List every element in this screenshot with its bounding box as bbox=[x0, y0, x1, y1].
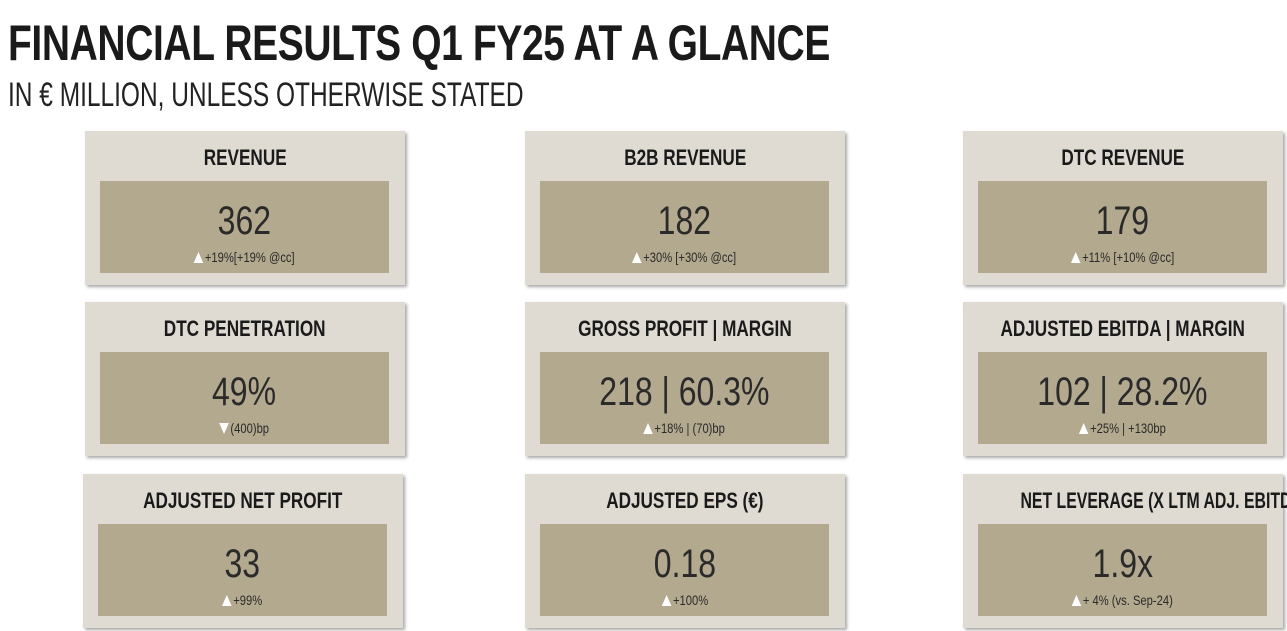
value-box: 102 | 28.2% +25% | +130bp bbox=[978, 352, 1267, 444]
value-box: 0.18 +100% bbox=[540, 524, 829, 616]
kpi-change: +30% [+30% @cc] bbox=[643, 249, 737, 265]
kpi-value: 1.9x bbox=[1092, 542, 1153, 586]
card-title: ADJUSTED EBITDA | MARGIN bbox=[1000, 316, 1246, 341]
kpi-value: 182 bbox=[657, 199, 712, 243]
up-arrow bbox=[193, 252, 204, 263]
card-title: ADJUSTED NET PROFIT bbox=[143, 488, 343, 513]
kpi-change: +100% bbox=[672, 592, 708, 608]
card-title: B2B REVENUE bbox=[623, 145, 747, 170]
title-text: NET LEVERAGE (X LTM ADJ. EBITDA bbox=[1020, 488, 1287, 513]
card-title: DTC PENETRATION bbox=[164, 316, 326, 341]
kpi-value: 0.18 bbox=[653, 542, 716, 586]
value-box: 218 | 60.3% +18% | (70)bp bbox=[540, 352, 829, 444]
kpi-value: 179 bbox=[1095, 199, 1150, 243]
up-arrow bbox=[632, 252, 643, 263]
kpi-card: DTC REVENUE 179 +11% [+10% @cc] bbox=[963, 131, 1283, 285]
kpi-change: +18% | (70)bp bbox=[654, 420, 726, 436]
up-arrow bbox=[1071, 595, 1082, 606]
up-arrow bbox=[661, 595, 671, 606]
up-arrow bbox=[1079, 423, 1089, 434]
kpi-card: REVENUE 362 +19%[+19% @cc] bbox=[85, 131, 405, 285]
up-arrow bbox=[643, 423, 654, 434]
up-arrow bbox=[222, 595, 233, 606]
kpi-change: + 4% (vs. Sep-24) bbox=[1083, 592, 1174, 608]
card-title: REVENUE bbox=[203, 145, 287, 170]
kpi-card: GROSS PROFIT | MARGIN 218 | 60.3% +18% |… bbox=[525, 302, 845, 456]
value-box: 49% (400)bp bbox=[100, 352, 389, 444]
down-arrow bbox=[219, 423, 230, 434]
up-arrow bbox=[1070, 252, 1081, 263]
kpi-value: 33 bbox=[224, 542, 261, 586]
kpi-change: +99% bbox=[233, 592, 263, 608]
value-box: 1.9x + 4% (vs. Sep-24) bbox=[978, 524, 1267, 616]
card-title: ADJUSTED EPS (€) bbox=[606, 488, 764, 513]
kpi-value: 102 | 28.2% bbox=[1037, 370, 1208, 414]
kpi-card: DTC PENETRATION 49% (400)bp bbox=[85, 302, 405, 456]
kpi-card: ADJUSTED EBITDA | MARGIN 102 | 28.2% +25… bbox=[963, 302, 1283, 456]
value-box: 179 +11% [+10% @cc] bbox=[978, 181, 1267, 273]
kpi-change: (400)bp bbox=[230, 420, 270, 436]
kpi-card: ADJUSTED NET PROFIT 33 +99% bbox=[83, 474, 403, 628]
kpi-value: 49% bbox=[212, 370, 277, 414]
kpi-change: +19%[+19% @cc] bbox=[205, 249, 296, 265]
kpi-change: +25% | +130bp bbox=[1090, 420, 1166, 436]
kpi-value: 218 | 60.3% bbox=[599, 370, 770, 414]
kpi-card: B2B REVENUE 182 +30% [+30% @cc] bbox=[525, 131, 845, 285]
kpi-card: ADJUSTED EPS (€) 0.18 +100% bbox=[525, 474, 845, 628]
card-title: GROSS PROFIT | MARGIN bbox=[578, 316, 792, 341]
kpi-value: 362 bbox=[217, 199, 272, 243]
kpi-change: +11% [+10% @cc] bbox=[1082, 249, 1175, 265]
value-box: 362 +19%[+19% @cc] bbox=[100, 181, 389, 273]
value-box: 33 +99% bbox=[98, 524, 387, 616]
value-box: 182 +30% [+30% @cc] bbox=[540, 181, 829, 273]
card-title: DTC REVENUE bbox=[1061, 145, 1185, 170]
page-title: FINANCIAL RESULTS Q1 FY25 AT A GLANCE bbox=[8, 15, 830, 71]
page-subtitle: IN € MILLION, UNLESS OTHERWISE STATED bbox=[8, 76, 524, 114]
